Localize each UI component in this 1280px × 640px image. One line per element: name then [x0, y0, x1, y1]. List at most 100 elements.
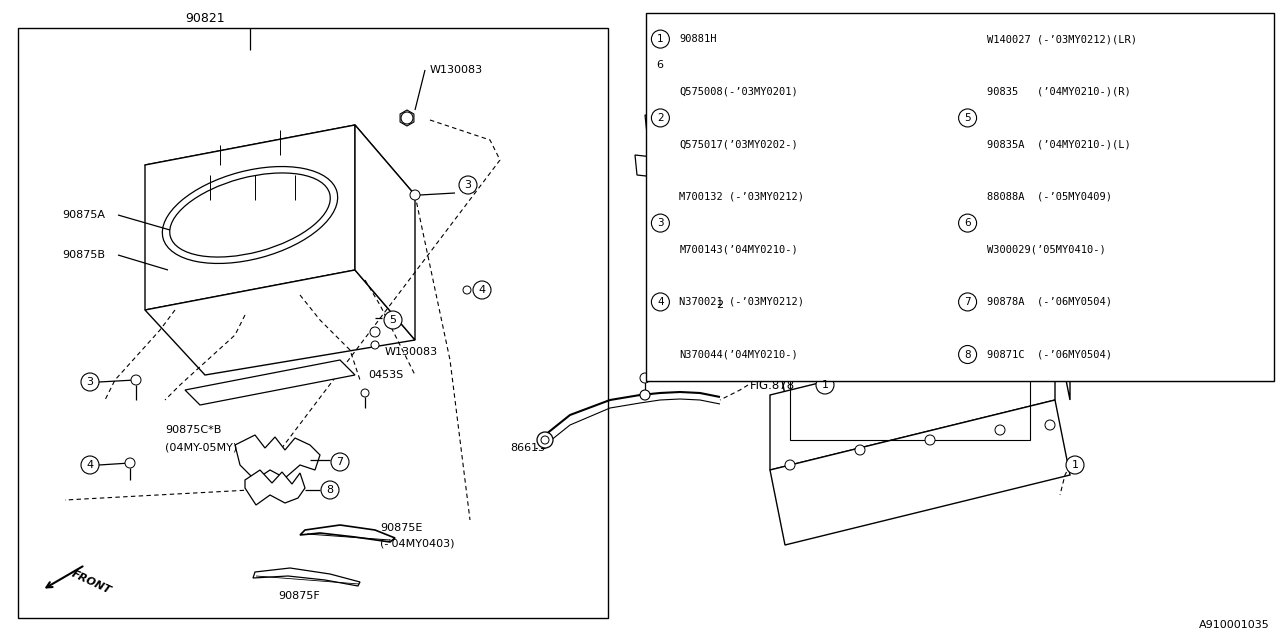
Polygon shape [680, 60, 1039, 200]
Polygon shape [771, 325, 1055, 470]
Text: 88088A  (-’05MY0409): 88088A (-’05MY0409) [987, 192, 1111, 202]
Text: 0453S: 0453S [369, 370, 403, 380]
Polygon shape [244, 470, 305, 505]
Text: 1: 1 [822, 380, 828, 390]
Text: 2: 2 [717, 300, 723, 310]
Text: 90821: 90821 [186, 12, 224, 24]
Circle shape [652, 214, 669, 232]
Circle shape [370, 327, 380, 337]
Circle shape [1066, 456, 1084, 474]
Polygon shape [771, 295, 1070, 395]
Circle shape [384, 311, 402, 329]
Text: 90835A  (’04MY0210-)(L): 90835A (’04MY0210-)(L) [987, 140, 1130, 149]
Text: 3: 3 [657, 218, 664, 228]
Text: Q575017(’03MY0202-): Q575017(’03MY0202-) [680, 140, 799, 149]
Circle shape [332, 453, 349, 471]
Text: 4: 4 [479, 285, 485, 295]
Text: (-'04MY0403): (-'04MY0403) [380, 538, 454, 548]
Polygon shape [300, 525, 396, 542]
Text: 90817: 90817 [840, 15, 879, 29]
Text: 5: 5 [964, 113, 972, 123]
Text: W130083: W130083 [430, 65, 483, 75]
Text: 4: 4 [657, 297, 664, 307]
Text: 59185: 59185 [790, 280, 826, 290]
Circle shape [741, 286, 749, 294]
Circle shape [995, 425, 1005, 435]
Text: 7: 7 [337, 457, 343, 467]
Text: W300029(’05MY0410-): W300029(’05MY0410-) [987, 244, 1106, 254]
Text: 90875C*B: 90875C*B [165, 425, 221, 435]
Circle shape [740, 250, 750, 260]
Circle shape [959, 214, 977, 232]
Bar [18, 28, 608, 618]
Text: 3: 3 [87, 377, 93, 387]
Circle shape [125, 458, 134, 468]
Polygon shape [1055, 295, 1070, 400]
Circle shape [131, 375, 141, 385]
Circle shape [785, 243, 795, 253]
Circle shape [410, 190, 420, 200]
Text: 7: 7 [964, 297, 972, 307]
Polygon shape [145, 125, 415, 235]
Text: N370021 (-’03MY0212): N370021 (-’03MY0212) [680, 297, 804, 307]
Circle shape [710, 295, 730, 315]
Circle shape [640, 373, 650, 383]
Circle shape [371, 341, 379, 349]
Text: FRONT: FRONT [70, 568, 113, 596]
Text: 1: 1 [657, 34, 664, 44]
Polygon shape [635, 155, 682, 180]
Text: N370044(’04MY0210-): N370044(’04MY0210-) [680, 349, 799, 360]
Polygon shape [355, 125, 415, 340]
Circle shape [460, 176, 477, 194]
Circle shape [640, 390, 650, 400]
Polygon shape [645, 115, 685, 165]
Text: (04MY-05MY): (04MY-05MY) [165, 442, 237, 452]
Circle shape [855, 445, 865, 455]
Circle shape [81, 456, 99, 474]
Text: 4: 4 [87, 460, 93, 470]
Circle shape [959, 109, 977, 127]
Circle shape [474, 281, 492, 299]
Polygon shape [680, 60, 986, 235]
Circle shape [463, 286, 471, 294]
Polygon shape [986, 60, 1039, 230]
Polygon shape [253, 568, 360, 586]
Bar [790, 340, 1030, 440]
Circle shape [785, 460, 795, 470]
Circle shape [959, 293, 977, 311]
Text: 8: 8 [964, 349, 972, 360]
Text: 5: 5 [389, 315, 397, 325]
Text: 2: 2 [657, 113, 664, 123]
Text: 90835   (’04MY0210-)(R): 90835 (’04MY0210-)(R) [987, 86, 1130, 97]
Polygon shape [145, 125, 355, 310]
Text: 90875E: 90875E [380, 523, 422, 533]
Text: 90875B: 90875B [61, 250, 105, 260]
Circle shape [817, 376, 835, 394]
Text: 90881H: 90881H [680, 34, 717, 44]
Circle shape [1044, 420, 1055, 430]
Circle shape [401, 112, 413, 124]
Text: FIG.878: FIG.878 [750, 378, 795, 392]
Polygon shape [236, 435, 320, 480]
Circle shape [959, 346, 977, 364]
Polygon shape [771, 400, 1070, 545]
Circle shape [541, 436, 549, 444]
Text: 6: 6 [964, 218, 972, 228]
Text: W130083: W130083 [385, 347, 438, 357]
Text: Q575008(-’03MY0201): Q575008(-’03MY0201) [680, 86, 799, 97]
Polygon shape [186, 360, 355, 405]
Text: 1: 1 [1071, 460, 1079, 470]
Text: 6: 6 [657, 60, 663, 70]
Text: 90875F: 90875F [278, 591, 320, 601]
Text: 3: 3 [465, 180, 471, 190]
Text: 8: 8 [326, 485, 334, 495]
Text: M700132 (-’03MY0212): M700132 (-’03MY0212) [680, 192, 804, 202]
Bar [710, 80, 960, 190]
Circle shape [650, 55, 669, 75]
Circle shape [538, 432, 553, 448]
Bar [646, 13, 1274, 381]
Text: 90871C  (-’06MY0504): 90871C (-’06MY0504) [987, 349, 1111, 360]
Text: A910001035: A910001035 [1199, 620, 1270, 630]
Text: 90817B: 90817B [881, 295, 923, 305]
Circle shape [81, 373, 99, 391]
